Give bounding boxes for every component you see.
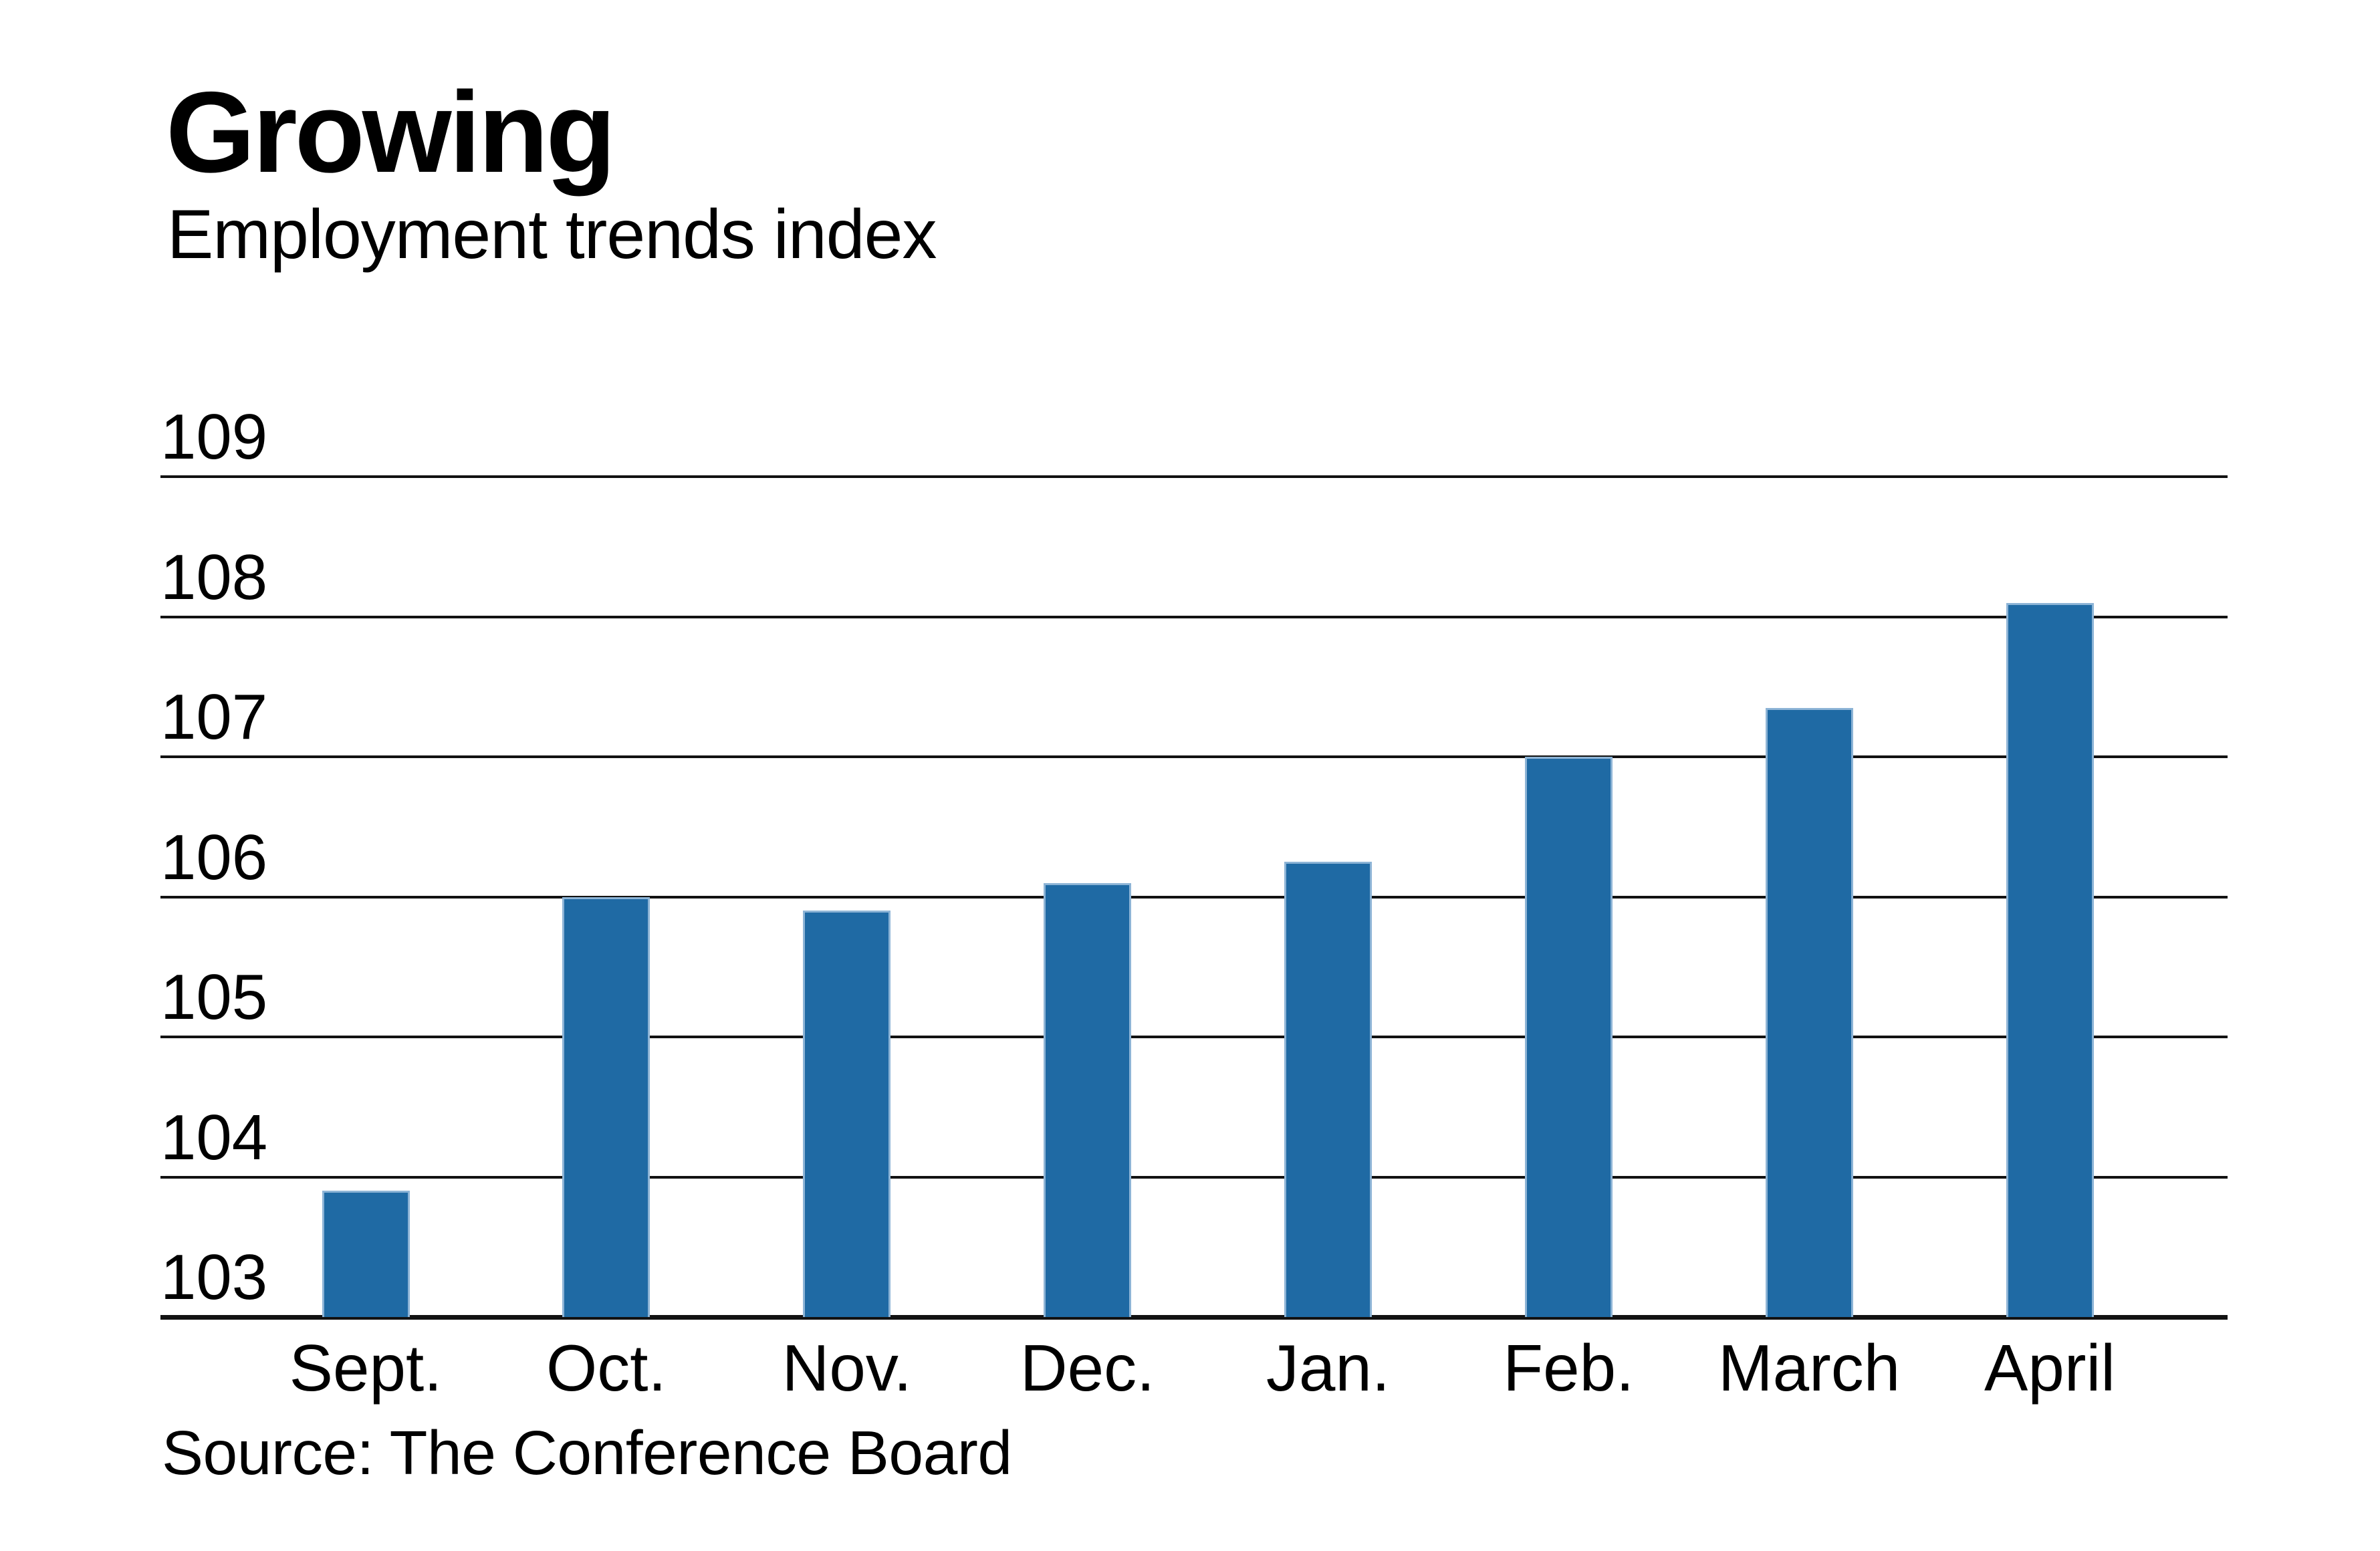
y-tick-label: 106 [160,821,268,893]
y-tick-label: 105 [160,961,268,1033]
gridline-105 [160,1036,2228,1038]
x-tick-label: Dec. [1020,1331,1155,1405]
gridline-107 [160,755,2228,758]
gridline-109 [160,475,2228,478]
y-tick-label: 107 [160,681,268,753]
x-tick-label: Oct. [546,1331,667,1405]
plot-area [160,475,2228,1320]
gridline-103 [160,1315,2228,1320]
x-tick-label: Sept. [289,1331,443,1405]
bar-feb [1524,757,1613,1317]
x-tick-label: April [1984,1331,2116,1405]
bar-nov [803,911,891,1317]
bar-sept [322,1191,410,1317]
bar-dec [1044,882,1132,1317]
x-tick-label: Jan. [1266,1331,1391,1405]
bar-march [1765,707,1853,1317]
x-tick-label: March [1718,1331,1901,1405]
y-tick-label: 109 [160,401,268,473]
gridline-104 [160,1175,2228,1179]
bar-oct [562,897,650,1317]
y-tick-label: 103 [160,1241,268,1313]
chart-subtitle: Employment trends index [167,196,937,273]
bar-jan [1284,862,1372,1317]
chart-title: Growing [166,68,616,197]
x-tick-label: Nov. [782,1331,912,1405]
gridline-108 [160,615,2228,618]
x-tick-label: Feb. [1503,1331,1635,1405]
bar-april [2006,602,2094,1317]
source-note: Source: The Conference Board [162,1418,1012,1487]
gridline-106 [160,895,2228,899]
y-tick-label: 104 [160,1101,268,1173]
y-tick-label: 108 [160,541,268,613]
